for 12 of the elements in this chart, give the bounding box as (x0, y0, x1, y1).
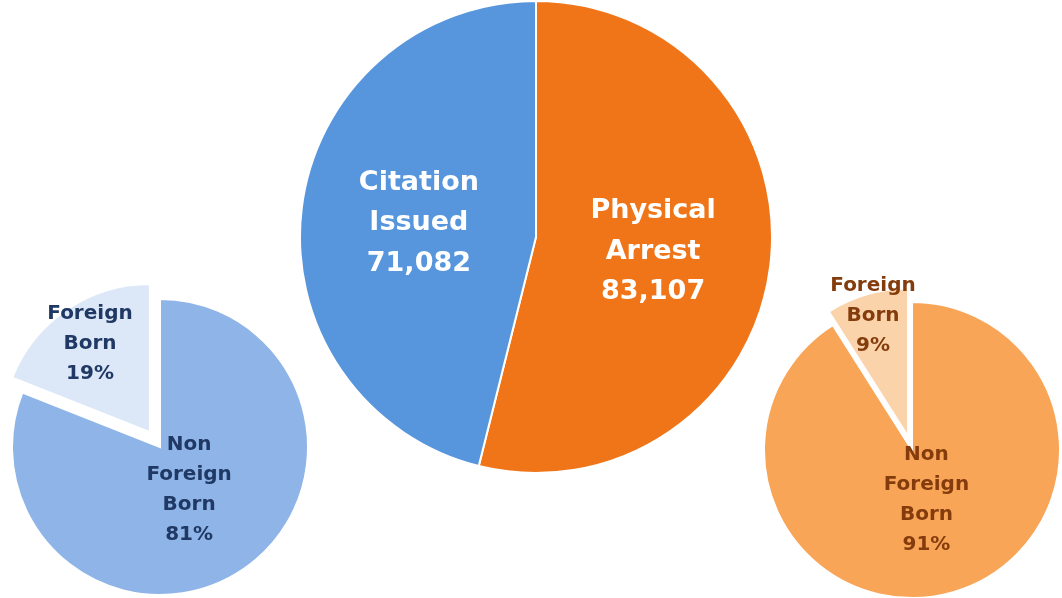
slice-label: Citation Issued (358, 164, 479, 237)
slice-label: Physical Arrest (590, 193, 716, 265)
data-label: 71,082 (366, 245, 471, 277)
data-label: 91% (902, 531, 951, 556)
data-label: 19% (66, 360, 114, 385)
slice-label: Non Foreign Born (883, 441, 970, 526)
data-label: 83,107 (601, 274, 706, 306)
slice-label: Non Foreign Born (146, 431, 232, 516)
data-label: 9% (856, 332, 890, 357)
data-label: 81% (165, 521, 214, 546)
slice-label: Foreign Born (47, 300, 133, 355)
slice-label: Foreign Born (830, 272, 916, 327)
